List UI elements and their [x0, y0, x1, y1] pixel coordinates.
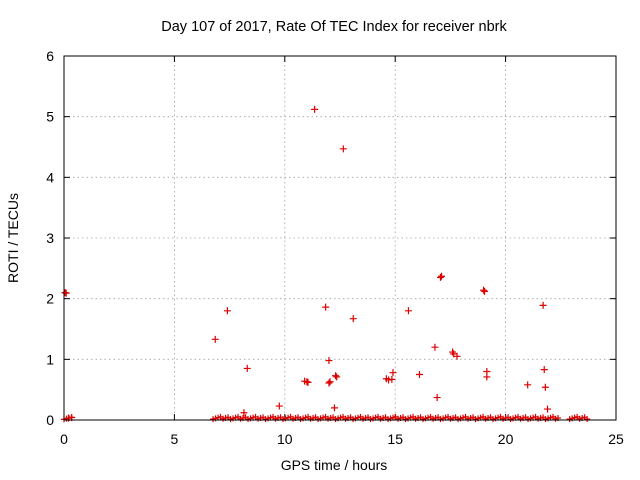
y-tick-label: 0 — [46, 412, 54, 428]
data-point — [304, 378, 312, 386]
grid-lines — [64, 56, 616, 420]
x-axis-label: GPS time / hours — [281, 457, 388, 473]
data-point — [524, 381, 532, 389]
y-tick-label: 2 — [46, 291, 54, 307]
x-tick-labels: 0 5 10 15 20 25 — [60, 431, 624, 447]
data-point — [415, 371, 423, 378]
data-point — [544, 405, 552, 413]
data-point — [431, 343, 439, 351]
baseline-point — [584, 416, 591, 423]
data-point — [325, 379, 333, 387]
data-point — [438, 272, 446, 280]
data-point — [436, 273, 444, 281]
data-point — [388, 375, 396, 383]
x-tick-label: 5 — [171, 431, 179, 447]
y-tick-label: 1 — [46, 351, 54, 367]
data-point — [303, 378, 311, 386]
data-point — [540, 366, 548, 374]
y-tick-labels: 0 1 2 3 4 5 6 — [46, 48, 54, 428]
x-tick-label: 10 — [277, 431, 293, 447]
data-point — [481, 287, 489, 295]
data-point — [322, 303, 330, 311]
data-point — [483, 373, 491, 381]
y-tick-label: 3 — [46, 230, 54, 246]
baseline-points — [61, 413, 591, 423]
data-point — [453, 352, 461, 360]
data-point — [243, 364, 251, 372]
data-point — [325, 357, 333, 365]
data-point — [61, 289, 69, 297]
y-axis-label: ROTI / TECUs — [5, 193, 21, 283]
data-point — [404, 307, 412, 315]
data-point — [330, 404, 338, 412]
x-tick-label: 15 — [387, 431, 403, 447]
data-point — [389, 369, 397, 377]
data-point — [385, 376, 393, 384]
data-point — [449, 348, 457, 356]
data-point — [539, 301, 547, 309]
y-tick-label: 4 — [46, 169, 54, 185]
chart-title: Day 107 of 2017, Rate Of TEC Index for r… — [161, 19, 507, 35]
plot-frame — [63, 55, 617, 421]
data-point — [333, 373, 341, 381]
data-point — [332, 372, 340, 380]
data-point — [311, 105, 319, 113]
x-tick-label: 25 — [608, 431, 624, 447]
data-points — [61, 105, 552, 422]
data-point — [541, 383, 549, 391]
data-point — [64, 414, 72, 422]
data-point — [480, 286, 488, 294]
data-point — [223, 307, 231, 315]
data-point — [326, 378, 334, 386]
data-point — [240, 409, 248, 417]
data-point — [339, 145, 347, 153]
data-point — [211, 335, 219, 343]
x-tick-label: 20 — [498, 431, 514, 447]
data-point — [275, 402, 283, 410]
data-point — [433, 394, 441, 402]
data-point — [349, 315, 357, 323]
x-tick-label: 0 — [60, 431, 68, 447]
y-tick-label: 5 — [46, 109, 54, 125]
y-tick-label: 6 — [46, 48, 54, 64]
